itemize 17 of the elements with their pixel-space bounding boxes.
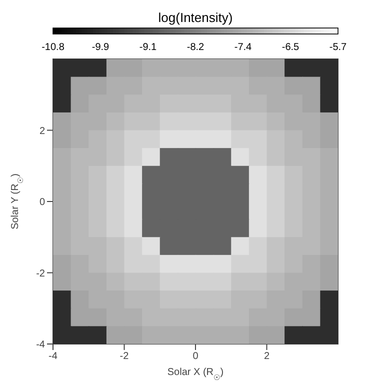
color-bar-label: -6.5	[282, 42, 300, 53]
x-axis-title: Solar X (R$_{☉}$)	[167, 367, 224, 382]
y-tick-label: 0	[39, 197, 46, 208]
y-tick-label: -4	[36, 340, 46, 351]
y-tick-label: 2	[39, 126, 46, 137]
y-tick-label: -2	[36, 268, 46, 280]
color-bar-label: -10.8	[42, 42, 65, 53]
color-bar-label: -7.4	[234, 42, 252, 53]
color-bar-label: -8.2	[186, 42, 205, 53]
x-tick-label: 0	[192, 351, 199, 362]
x-tick-label: -4	[48, 351, 58, 362]
x-tick-label: 2	[264, 351, 270, 362]
color-bar-label: -9.9	[92, 42, 110, 53]
color-bar-label: -5.7	[329, 42, 348, 53]
x-tick-label: -2	[120, 351, 130, 362]
color-bar-label: -9.1	[139, 42, 158, 53]
chart-title: log(Intensity)	[158, 10, 233, 25]
